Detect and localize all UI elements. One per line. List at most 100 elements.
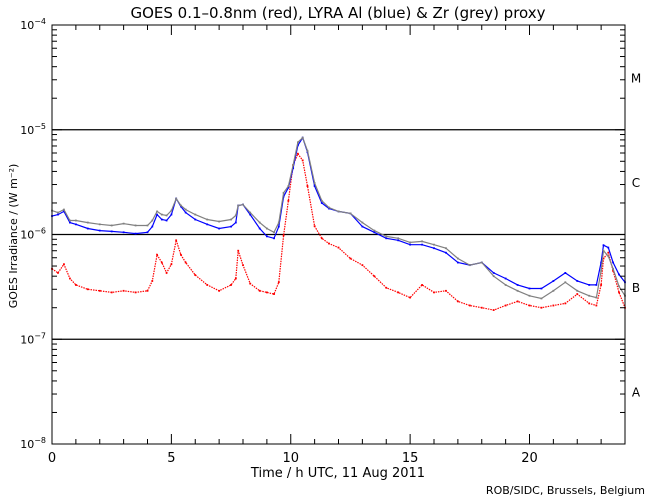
data-point [607,246,610,249]
data-point [170,213,173,216]
data-point [612,269,614,272]
data-point [292,167,295,170]
flare-class-label: M [631,71,641,85]
y-tick-exponent: −6 [34,227,46,236]
data-point [301,136,304,139]
data-point [373,229,376,232]
axis-ticks [51,25,626,445]
data-point [57,213,59,216]
x-tick-label: 15 [402,451,419,466]
data-point [480,306,483,309]
data-point [492,271,495,274]
data-point [373,275,376,278]
data-point [297,144,299,147]
data-point [576,293,579,295]
flare-class-label: B [632,281,640,295]
data-point [504,284,507,286]
data-point [328,207,330,210]
y-tick-label: 10−5 [20,122,46,137]
data-point [301,159,304,162]
y-tick-labels: 10−410−510−610−710−8 [20,17,46,451]
flare-class-label: A [632,386,641,400]
data-point [218,220,221,223]
data-point [156,210,158,213]
data-point [328,242,330,245]
data-point [146,289,149,292]
data-point [409,296,412,299]
data-point [57,211,59,214]
data-point [69,219,71,222]
data-point [277,281,280,284]
data-point [180,253,182,256]
chart-title: GOES 0.1–0.8nm (red), LYRA Al (blue) & Z… [130,4,545,22]
data-point [564,271,567,274]
data-point [146,224,149,227]
data-point [349,212,352,215]
series-lyra-al-proxy [51,136,626,290]
data-point [320,237,323,240]
data-point [134,291,137,294]
data-point [146,231,149,234]
data-point [282,191,285,194]
data-point [194,218,197,221]
data-point [206,218,209,221]
data-point [249,282,252,285]
data-point [618,291,620,294]
x-tick-label: 5 [167,451,175,466]
data-point [74,284,77,286]
data-point [552,304,555,307]
data-point [165,214,168,217]
data-point [433,243,435,246]
data-point [170,209,173,212]
data-point [576,280,579,282]
y-tick-exponent: −8 [34,436,46,445]
data-point [564,302,567,305]
data-point [385,237,388,240]
y-tick-label: 10−8 [20,436,46,451]
data-point [337,210,340,213]
series-goes-0-1-0-8nm [51,152,626,311]
data-point [180,204,182,207]
data-point [184,261,187,264]
y-tick-exponent: −7 [34,331,46,340]
data-point [206,223,209,226]
data-point [373,231,376,234]
data-point [165,271,168,274]
y-tick-label: 10−6 [20,227,46,242]
data-point [306,149,309,152]
data-point [184,211,187,214]
data-point [273,237,275,240]
data-point [337,246,340,249]
data-point [595,304,598,307]
data-point [63,263,65,266]
data-point [588,302,591,305]
data-point [277,221,280,224]
data-point [122,222,125,225]
data-point [292,164,295,166]
data-point [540,306,543,309]
data-point [218,289,221,292]
data-point [165,219,168,222]
data-point [194,274,197,276]
data-point [445,251,447,254]
data-point [69,221,71,224]
data-point [258,221,261,224]
x-tick-label: 0 [48,451,56,466]
data-point [409,243,412,246]
data-point [237,249,240,252]
data-point [480,261,483,264]
data-point [180,205,182,208]
data-series [51,136,626,311]
data-point [57,271,59,274]
data-point [320,199,323,202]
data-point [110,291,113,294]
data-point [313,225,316,228]
data-point [277,225,280,228]
data-point [234,214,237,217]
data-point [122,289,125,292]
data-point [265,235,268,238]
x-axis-label: Time / h UTC, 11 Aug 2011 [250,466,425,481]
series-line [51,136,626,290]
y-tick-label: 10−7 [20,331,46,346]
data-point [468,304,471,307]
